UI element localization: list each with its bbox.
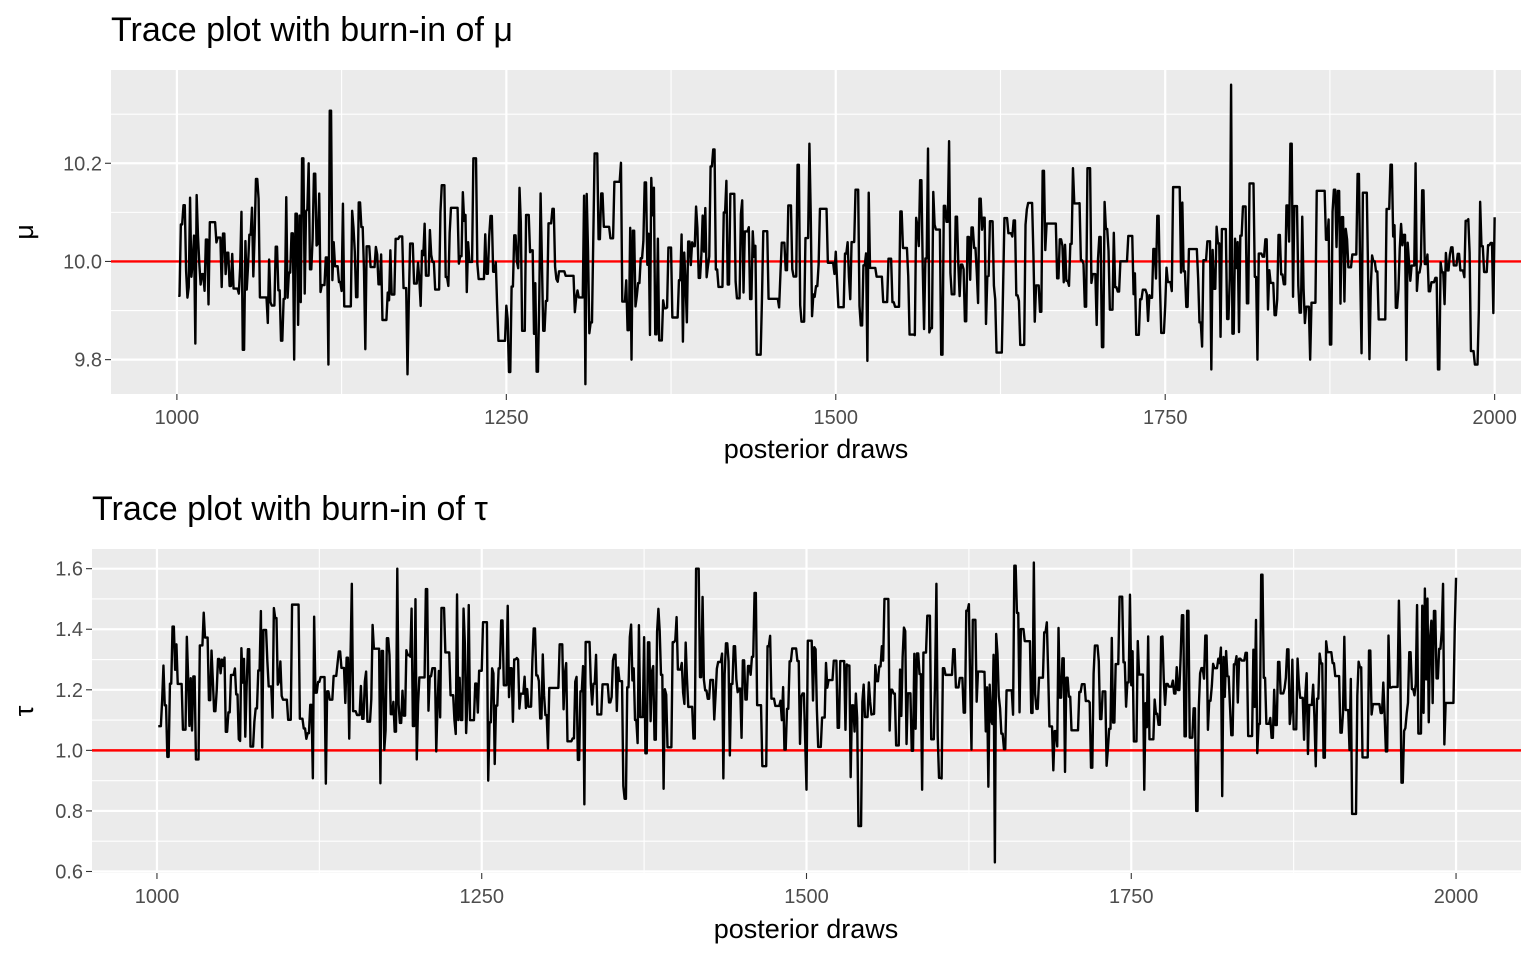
mu-y-tick-label: 10.0	[63, 251, 102, 273]
tau-y-tick-label: 1.0	[55, 740, 83, 762]
tau-y-tick-label: 0.8	[55, 801, 83, 823]
tau-y-tick-label: 1.2	[55, 680, 83, 702]
mu-x-tick-label: 1000	[155, 407, 200, 429]
tau-trace-line	[158, 561, 1458, 864]
mu-trace-line	[178, 83, 1496, 386]
mu-x-tick-label: 1250	[484, 407, 529, 429]
mu-y-tick-label: 10.2	[63, 153, 102, 175]
mu-y-axis-title: μ	[9, 224, 39, 240]
mu-x-axis: 1000 1250 1500 1750 2000	[155, 394, 1517, 429]
tau-x-axis-title: posterior draws	[714, 914, 899, 944]
tau-y-axis: 0.6 0.8 1.0 1.2 1.4 1.6	[55, 559, 92, 883]
mu-x-axis-title: posterior draws	[724, 434, 909, 464]
tau-y-tick-label: 1.6	[55, 559, 83, 581]
tau-y-tick-label: 0.6	[55, 861, 83, 883]
tau-x-tick-label: 2000	[1434, 886, 1479, 908]
mu-y-axis: 9.8 10.0 10.2	[63, 153, 111, 372]
mu-chart-title: Trace plot with burn-in of μ	[111, 11, 513, 49]
mu-x-tick-label: 2000	[1472, 407, 1517, 429]
mu-panel: Trace plot with burn-in of μ 9.8 10.0 10…	[9, 11, 1521, 464]
tau-panel: Trace plot with burn-in of τ 0.6 0.8 1.0…	[9, 490, 1521, 944]
tau-x-axis: 1000 1250 1500 1750 2000	[135, 873, 1479, 908]
mu-trace-group	[178, 83, 1496, 386]
mu-x-tick-label: 1500	[814, 407, 859, 429]
tau-trace-group	[158, 561, 1458, 864]
mu-y-tick-label: 9.8	[74, 350, 102, 372]
tau-x-tick-label: 1000	[135, 886, 180, 908]
tau-x-tick-label: 1250	[459, 886, 504, 908]
tau-y-tick-label: 1.4	[55, 619, 83, 641]
tau-chart-title: Trace plot with burn-in of τ	[92, 490, 488, 528]
tau-x-tick-label: 1750	[1109, 886, 1154, 908]
tau-y-axis-title: τ	[9, 705, 39, 716]
tau-x-tick-label: 1500	[784, 886, 829, 908]
mu-x-tick-label: 1750	[1143, 407, 1188, 429]
